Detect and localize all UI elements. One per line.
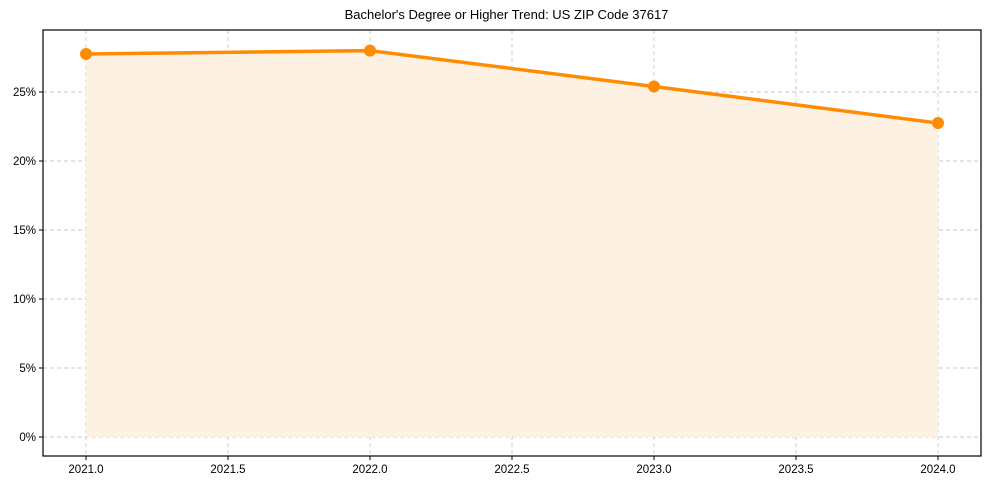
- data-point-marker: [80, 48, 92, 61]
- data-point-marker: [648, 80, 660, 93]
- y-tick-label: 5%: [19, 363, 36, 375]
- data-markers: [80, 44, 944, 130]
- x-tick-label: 2021.0: [68, 464, 103, 476]
- y-tick-label: 0%: [19, 432, 36, 444]
- chart-title: Bachelor's Degree or Higher Trend: US ZI…: [344, 7, 669, 22]
- x-tick-label: 2024.0: [920, 464, 955, 476]
- y-tick-label: 15%: [13, 225, 36, 237]
- y-tick-label: 20%: [13, 156, 36, 168]
- x-axis: 2021.0 2021.5 2022.0 2022.5 2023.0 2023.5 2024…: [68, 456, 956, 476]
- x-tick-label: 2022.5: [494, 464, 529, 476]
- y-tick-label: 25%: [13, 87, 36, 99]
- x-tick-label: 2021.5: [210, 464, 245, 476]
- x-tick-label: 2023.0: [636, 464, 671, 476]
- data-point-marker: [932, 117, 944, 130]
- area-fill: [86, 50, 938, 437]
- x-tick-label: 2023.5: [778, 464, 813, 476]
- y-axis: 0% 5% 10% 15% 20% 25%: [13, 87, 43, 444]
- y-tick-label: 10%: [13, 294, 36, 306]
- x-tick-label: 2022.0: [352, 464, 387, 476]
- data-point-marker: [364, 44, 376, 57]
- series-line: [85, 48, 939, 125]
